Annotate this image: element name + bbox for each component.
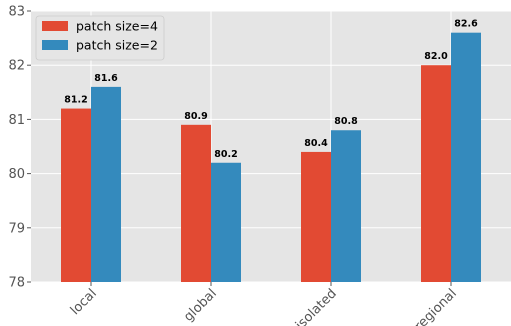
- data-label: 82.0: [424, 51, 448, 62]
- bar-global-series-1: [211, 162, 241, 282]
- data-label: 81.2: [64, 95, 87, 106]
- legend-swatch-patch-size-4: [42, 21, 68, 31]
- data-label: 81.6: [94, 73, 118, 84]
- x-tick-label-regional: regional: [412, 286, 460, 326]
- x-tick-label-isolated: isolated: [293, 286, 340, 326]
- legend: patch size=4 patch size=2: [35, 15, 165, 61]
- bar-isolated-series-0: [301, 151, 331, 282]
- data-label: 80.4: [304, 138, 328, 149]
- bars: [61, 32, 481, 283]
- x-tick-label-local: local: [68, 286, 100, 318]
- y-tick-label: 82: [8, 59, 25, 74]
- data-label: 80.8: [334, 116, 358, 127]
- y-tick-label: 81: [8, 113, 25, 128]
- y-tick-label: 79: [8, 221, 25, 236]
- legend-label-patch-size-2: patch size=2: [76, 38, 158, 53]
- y-tick-label: 83: [8, 5, 25, 20]
- bar-global-series-0: [181, 124, 211, 282]
- data-label: 80.9: [184, 111, 207, 122]
- data-label: 82.6: [454, 19, 478, 30]
- legend-swatch-patch-size-2: [42, 40, 68, 50]
- x-axis-ticks: local global isolated regional: [68, 282, 460, 326]
- bar-regional-series-1: [451, 32, 481, 283]
- bar-local-series-0: [61, 108, 91, 282]
- x-tick-label-global: global: [181, 286, 220, 325]
- data-labels: 81.2 80.9 80.4 82.0 81.6 80.2 80.8 82.6: [64, 19, 478, 160]
- legend-label-patch-size-4: patch size=4: [76, 19, 158, 34]
- y-tick-label: 78: [8, 276, 25, 291]
- y-tick-label: 80: [8, 167, 25, 182]
- bar-local-series-1: [91, 86, 121, 282]
- y-axis-ticks: 78 79 80 81 82 83: [8, 5, 31, 291]
- data-label: 80.2: [214, 149, 237, 160]
- bar-isolated-series-1: [331, 130, 361, 282]
- bar-regional-series-0: [421, 65, 451, 282]
